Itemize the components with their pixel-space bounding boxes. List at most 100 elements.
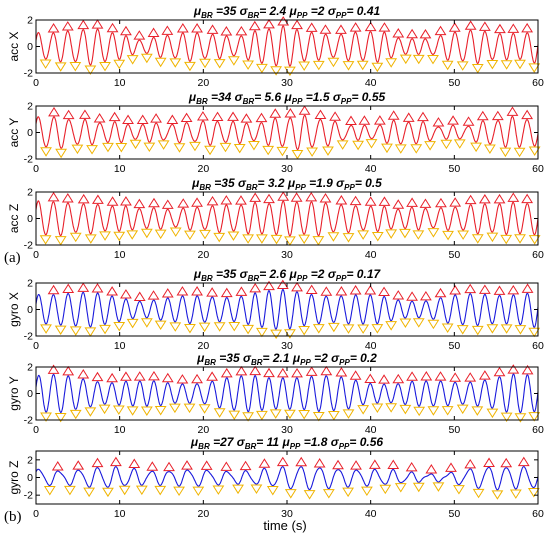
peak-marker <box>128 458 141 468</box>
x-tick-label: 10 <box>114 340 126 352</box>
series-line <box>35 200 539 237</box>
y-tick-label: 2 <box>27 101 33 113</box>
y-axis-label: gyro X <box>7 292 21 327</box>
trough-marker <box>199 58 211 69</box>
peak-marker <box>248 20 261 31</box>
trough-marker <box>357 405 370 415</box>
trough-marker <box>500 412 513 423</box>
trough-marker <box>199 229 211 240</box>
peak-marker <box>136 114 149 124</box>
peak-marker <box>483 457 495 467</box>
trough-marker <box>399 404 412 415</box>
trough-marker <box>242 412 254 422</box>
y-tick-label: 2 <box>27 454 33 466</box>
peak-marker <box>476 110 489 121</box>
peak-marker <box>521 109 534 120</box>
trough-marker <box>457 230 470 240</box>
peak-marker <box>305 22 318 32</box>
trough-marker <box>528 327 541 338</box>
x-tick-label: 60 <box>532 77 544 89</box>
peak-marker <box>349 370 362 380</box>
x-tick-label: 40 <box>365 163 377 175</box>
peak-marker <box>319 193 332 203</box>
x-tick-label: 50 <box>448 77 460 89</box>
trough-marker <box>371 62 384 73</box>
trough-marker <box>471 406 484 416</box>
peak-marker <box>358 115 371 125</box>
peak-marker <box>120 289 132 299</box>
y-tick-label: -2 <box>24 240 33 252</box>
trough-marker <box>126 406 139 416</box>
trough-marker <box>173 143 186 153</box>
peak-marker <box>176 23 189 33</box>
peak-marker <box>406 28 418 39</box>
trough-marker <box>471 325 484 336</box>
peak-marker <box>419 28 432 39</box>
x-tick-label: 20 <box>197 508 209 520</box>
y-axis-label: acc Z <box>7 204 21 233</box>
trough-marker <box>427 54 439 65</box>
trough-marker <box>43 486 56 496</box>
trough-marker <box>40 412 52 422</box>
peak-marker <box>305 366 318 376</box>
trough-marker <box>255 63 268 74</box>
trough-marker <box>270 66 283 76</box>
x-tick-label: 0 <box>33 77 39 89</box>
peak-marker <box>335 367 348 377</box>
peak-marker <box>305 284 318 295</box>
trough-marker <box>312 236 325 246</box>
trough-marker <box>322 146 334 156</box>
peak-marker <box>176 286 189 296</box>
trough-marker <box>266 486 279 496</box>
trough-marker <box>154 229 167 240</box>
x-tick-label: 40 <box>365 424 377 436</box>
peak-marker <box>378 374 390 384</box>
y-tick-label: 2 <box>27 187 33 199</box>
trough-marker <box>99 324 111 335</box>
trough-marker <box>69 232 82 243</box>
peak-marker <box>47 191 60 202</box>
series-line <box>35 25 539 67</box>
trough-marker <box>412 318 425 328</box>
trough-marker <box>427 228 440 238</box>
panel-2: μBR =34 σBR= 5.6 μPP =1.5 σPP= 0.55 acc Y… <box>7 90 544 175</box>
peak-marker <box>305 191 318 202</box>
trough-marker <box>213 59 226 69</box>
trough-marker <box>371 232 384 242</box>
trough-marker <box>248 141 260 151</box>
trough-marker <box>327 232 340 242</box>
trough-marker <box>84 234 97 244</box>
peak-marker <box>320 365 333 376</box>
trough-marker <box>336 140 349 150</box>
trough-marker <box>385 58 398 68</box>
trough-marker <box>212 485 225 495</box>
peak-marker <box>491 110 504 121</box>
peak-marker <box>478 284 491 294</box>
peak-marker <box>402 112 415 122</box>
y-axis-label: acc Y <box>7 118 21 148</box>
peak-marker <box>464 458 477 469</box>
y-tick-label: 2 <box>27 15 33 27</box>
trough-marker <box>371 324 384 334</box>
figure-label-b: (b) <box>4 509 22 525</box>
trough-marker <box>126 55 139 65</box>
peak-marker <box>120 371 132 381</box>
peak-marker <box>507 192 520 202</box>
trough-marker <box>270 329 283 340</box>
trough-marker <box>126 230 139 240</box>
axes-box <box>35 282 539 337</box>
peak-marker <box>335 194 348 205</box>
trough-marker <box>528 63 541 73</box>
y-tick-label: 0 <box>27 304 33 316</box>
peak-marker <box>206 24 219 34</box>
trough-marker <box>342 233 355 243</box>
x-tick-label: 40 <box>365 340 377 352</box>
x-tick-label: 60 <box>532 424 544 436</box>
panel-title: μBR =34 σBR= 5.6 μPP =1.5 σPP= 0.55 <box>188 90 386 106</box>
peak-marker <box>434 287 447 298</box>
trough-marker <box>69 62 82 72</box>
peak-marker <box>91 19 104 29</box>
peak-marker <box>181 460 193 470</box>
trough-marker <box>399 54 412 65</box>
